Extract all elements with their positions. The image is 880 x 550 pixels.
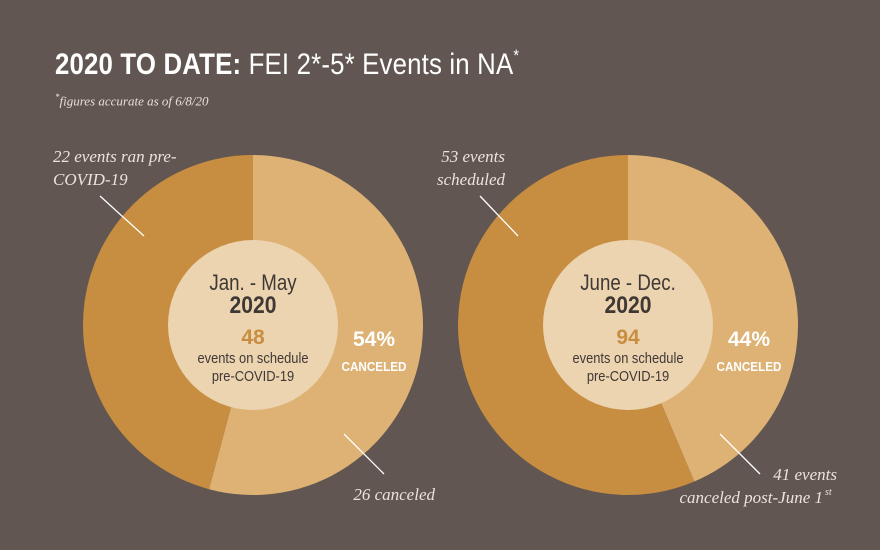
annotation-canceled-line-2: canceled post-June 1 [680, 488, 824, 507]
center-disc [543, 240, 713, 410]
center-total: 48 [241, 326, 265, 349]
center-caption-1: events on schedule [197, 349, 308, 366]
leader-line-ran [479, 195, 519, 237]
center-caption-2: pre-COVID-19 [212, 367, 295, 384]
chart-title: 2020 TO DATE: FEI 2*-5* Events in NA* [55, 46, 520, 82]
annotation-scheduled-line-2: scheduled [437, 170, 505, 189]
annotation-canceled-superscript: st [825, 487, 832, 498]
footnote: *figures accurate as of 6/8/20 [55, 92, 209, 109]
title-rest: FEI 2*-5* Events in NA [248, 48, 514, 81]
center-period: Jan. - May [209, 272, 297, 296]
center-year: 2020 [230, 292, 277, 319]
percent-caption: CANCELED [342, 359, 407, 374]
center-caption-1: events on schedule [572, 349, 683, 366]
percent-caption: CANCELED [717, 359, 782, 374]
annotation-scheduled-line-1: 53 events [441, 147, 505, 166]
leader-line-canceled [343, 433, 385, 475]
slice-ran [83, 155, 253, 490]
annotation-ran-line-2: COVID-19 [53, 170, 128, 189]
percent-label: 44% [728, 328, 770, 351]
footnote-asterisk: * [55, 92, 60, 102]
title-bold: 2020 TO DATE: [55, 48, 242, 81]
leader-line-canceled [719, 433, 761, 475]
annotation-canceled-line-1: 41 events [773, 465, 837, 484]
leader-line-ran [99, 195, 145, 237]
center-disc [168, 240, 338, 410]
center-total: 94 [616, 326, 640, 349]
percent-label: 54% [353, 328, 395, 351]
title-asterisk: * [513, 46, 520, 65]
annotation-canceled-line-1: 26 canceled [353, 485, 435, 504]
footnote-text: figures accurate as of 6/8/20 [59, 93, 209, 109]
annotation-ran-line-1: 22 events ran pre- [53, 147, 177, 166]
center-period: June - Dec. [580, 272, 676, 296]
center-caption-2: pre-COVID-19 [587, 367, 670, 384]
center-year: 2020 [605, 292, 652, 319]
slice-canceled [628, 155, 798, 482]
